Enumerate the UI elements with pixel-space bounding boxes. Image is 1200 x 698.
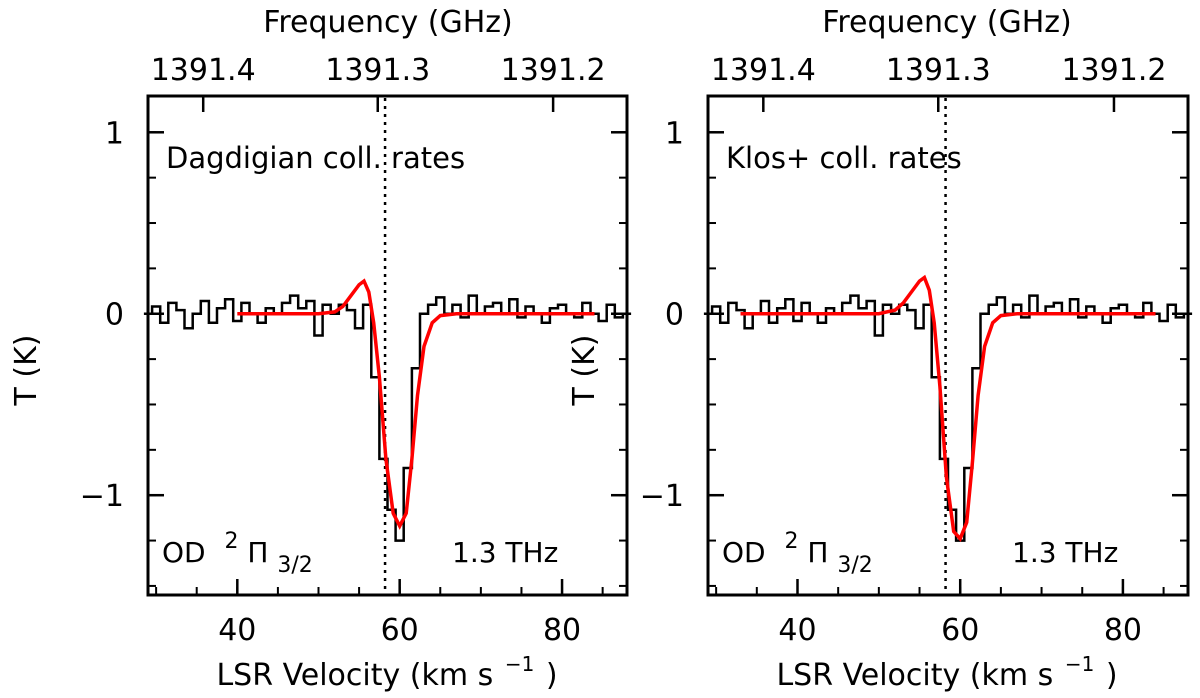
top-axis-label: Frequency (GHz) [263, 5, 512, 40]
x-tick-label: 60 [381, 613, 419, 648]
x-axis-label-text: LSR Velocity (km s [216, 658, 493, 693]
species-subscript: 3/2 [837, 553, 872, 578]
x-axis-label: LSR Velocity (km s −1 ) [216, 644, 557, 693]
y-tick-label: 1 [665, 116, 684, 151]
annotation-collision-rates: Dagdigian coll. rates [166, 141, 465, 175]
species-label: OD 2 Π 3/2 [162, 522, 313, 578]
top-tick-label: 1391.2 [1061, 53, 1166, 88]
y-tick-label: −1 [80, 479, 124, 514]
y-tick-label: 0 [665, 298, 684, 333]
top-tick-label: 1391.2 [501, 53, 606, 88]
y-tick-label: 0 [105, 298, 124, 333]
frequency-note: 1.3 THz [452, 536, 558, 569]
top-axis-label: Frequency (GHz) [822, 5, 1071, 40]
species-state: Π [247, 536, 268, 569]
top-tick-label: 1391.3 [886, 53, 991, 88]
model-spectrum [237, 278, 595, 530]
x-axis-label: LSR Velocity (km s −1 ) [776, 644, 1117, 693]
model-spectrum [740, 274, 1156, 542]
x-axis-label-close: ) [546, 658, 558, 693]
annotation-collision-rates: Klos+ coll. rates [726, 141, 962, 175]
species-name: OD [162, 536, 206, 569]
observed-spectrum [143, 294, 632, 542]
chart-panel-klos: Frequency (GHz) 1391.4 1391.3 1391.2 T (K)… [567, 5, 1193, 693]
x-tick-label: 80 [1104, 613, 1142, 648]
observed-spectrum [703, 294, 1193, 542]
top-tick-label: 1391.3 [325, 53, 430, 88]
top-tick-label: 1391.4 [711, 53, 816, 88]
species-name: OD [722, 536, 766, 569]
species-superscript: 2 [225, 529, 239, 554]
x-axis-label-close: ) [1106, 658, 1118, 693]
x-tick-label: 80 [543, 613, 581, 648]
plot-frame [146, 94, 629, 597]
x-axis-label-superscript: −1 [1065, 652, 1094, 676]
species-label: OD 2 Π 3/2 [722, 522, 873, 578]
y-tick-label: 1 [105, 116, 124, 151]
species-subscript: 3/2 [277, 553, 312, 578]
x-axis-label-superscript: −1 [505, 652, 534, 676]
x-tick-label: 40 [218, 613, 256, 648]
y-axis-label: T (K) [567, 335, 602, 407]
x-tick-label: 40 [778, 613, 816, 648]
frequency-note: 1.3 THz [1012, 536, 1118, 569]
y-axis-label: T (K) [9, 335, 44, 407]
species-superscript: 2 [785, 529, 799, 554]
plot-frame [706, 94, 1190, 597]
chart-panel-dagdigian: Frequency (GHz) 1391.4 1391.3 1391.2 T (K)… [9, 5, 632, 693]
x-tick-label: 60 [941, 613, 979, 648]
top-tick-label: 1391.4 [151, 53, 256, 88]
species-state: Π [807, 536, 828, 569]
y-tick-label: −1 [640, 479, 684, 514]
x-axis-label-text: LSR Velocity (km s [776, 658, 1053, 693]
